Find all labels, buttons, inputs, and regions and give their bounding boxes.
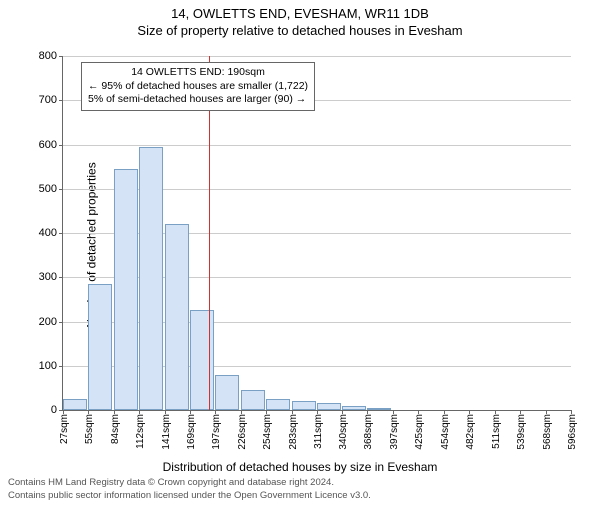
- x-tick-label: 539sqm: [516, 414, 527, 450]
- x-tick-label: 141sqm: [161, 414, 172, 450]
- x-tick-label: 568sqm: [542, 414, 553, 450]
- x-tick-label: 27sqm: [59, 414, 70, 444]
- chart-plot-area: 010020030040050060070080027sqm55sqm84sqm…: [62, 56, 571, 411]
- chart-title-main: 14, OWLETTS END, EVESHAM, WR11 1DB: [0, 6, 600, 21]
- annotation-box: 14 OWLETTS END: 190sqm← 95% of detached …: [81, 62, 315, 111]
- y-tick-mark: [59, 189, 63, 190]
- y-tick-mark: [59, 322, 63, 323]
- y-tick-label: 0: [51, 404, 57, 416]
- histogram-bar: [165, 224, 189, 410]
- x-tick-label: 340sqm: [338, 414, 349, 450]
- x-tick-label: 397sqm: [389, 414, 400, 450]
- footer-attribution: Contains HM Land Registry data © Crown c…: [8, 477, 371, 502]
- histogram-bar: [342, 406, 366, 410]
- x-tick-label: 112sqm: [135, 414, 146, 449]
- x-tick-label: 197sqm: [211, 414, 222, 450]
- grid-line: [63, 145, 571, 146]
- footer-line-1: Contains HM Land Registry data © Crown c…: [8, 477, 371, 489]
- x-tick-label: 254sqm: [262, 414, 273, 450]
- chart-title-sub: Size of property relative to detached ho…: [0, 23, 600, 38]
- x-tick-label: 596sqm: [567, 414, 578, 450]
- x-tick-label: 482sqm: [465, 414, 476, 450]
- x-tick-label: 84sqm: [110, 414, 121, 444]
- histogram-bar: [88, 284, 112, 410]
- x-axis-label: Distribution of detached houses by size …: [163, 460, 438, 474]
- histogram-bar: [367, 408, 391, 410]
- y-tick-mark: [59, 56, 63, 57]
- histogram-bar: [63, 399, 87, 410]
- histogram-bar: [114, 169, 138, 410]
- histogram-bar: [215, 375, 239, 410]
- y-tick-label: 700: [39, 94, 57, 106]
- x-tick-label: 169sqm: [186, 414, 197, 450]
- x-tick-label: 454sqm: [440, 414, 451, 450]
- x-tick-label: 283sqm: [288, 414, 299, 450]
- annotation-line: ← 95% of detached houses are smaller (1,…: [88, 80, 308, 94]
- y-tick-label: 400: [39, 227, 57, 239]
- x-tick-label: 226sqm: [237, 414, 248, 450]
- x-tick-label: 368sqm: [363, 414, 374, 450]
- histogram-bar: [139, 147, 163, 410]
- y-tick-label: 800: [39, 50, 57, 62]
- y-tick-label: 200: [39, 316, 57, 328]
- grid-line: [63, 56, 571, 57]
- x-tick-label: 311sqm: [313, 414, 324, 449]
- y-tick-mark: [59, 233, 63, 234]
- x-tick-label: 425sqm: [414, 414, 425, 450]
- x-tick-label: 511sqm: [491, 414, 502, 449]
- annotation-line: 14 OWLETTS END: 190sqm: [88, 66, 308, 80]
- histogram-bar: [317, 403, 341, 410]
- footer-line-2: Contains public sector information licen…: [8, 490, 371, 502]
- histogram-bar: [190, 310, 214, 410]
- y-tick-mark: [59, 277, 63, 278]
- histogram-bar: [241, 390, 265, 410]
- histogram-bar: [292, 401, 316, 410]
- histogram-bar: [266, 399, 290, 410]
- y-tick-label: 500: [39, 183, 57, 195]
- y-tick-label: 600: [39, 139, 57, 151]
- x-tick-label: 55sqm: [84, 414, 95, 444]
- annotation-line: 5% of semi-detached houses are larger (9…: [88, 93, 308, 107]
- y-tick-label: 100: [39, 360, 57, 372]
- y-tick-mark: [59, 366, 63, 367]
- y-tick-label: 300: [39, 271, 57, 283]
- y-tick-mark: [59, 100, 63, 101]
- y-tick-mark: [59, 145, 63, 146]
